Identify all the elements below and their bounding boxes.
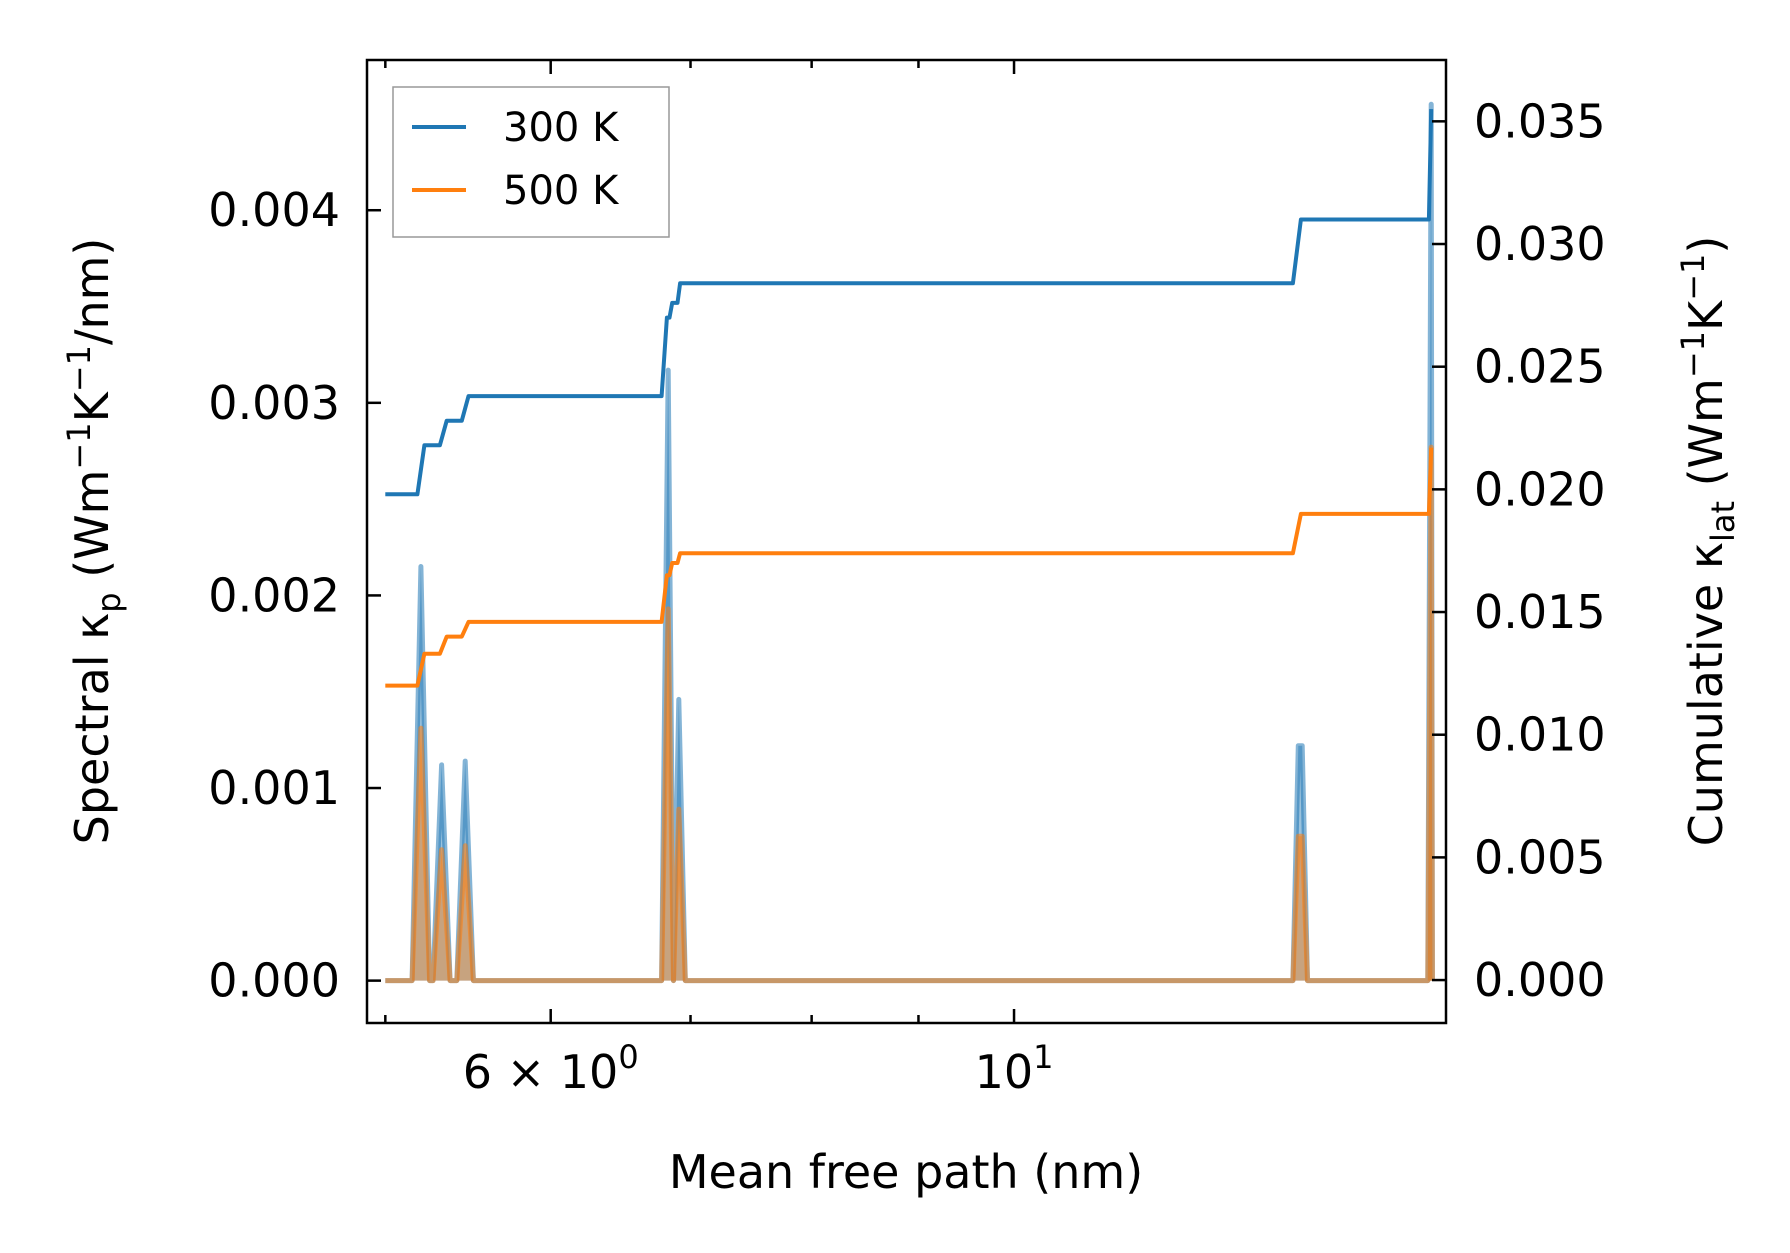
y-right-tick-label: 0.025 — [1474, 340, 1606, 394]
y-left-tick-label: 0.001 — [208, 761, 340, 815]
y-right-label-main: Cumulative κ — [1679, 542, 1733, 846]
y-right-tick-label: 0.020 — [1474, 462, 1606, 516]
y-right-tick-label: 0.015 — [1474, 585, 1606, 639]
y-left-tick-label: 0.003 — [208, 376, 340, 430]
y-left-label-sup-2: −1 — [60, 345, 98, 392]
x-axis-label: Mean free path (nm) — [669, 1145, 1143, 1199]
y-left-label-sup-1: −1 — [60, 422, 98, 469]
y-left-label-unit-c: /nm) — [65, 238, 119, 345]
x-tick-label: 101 — [975, 1038, 1054, 1099]
y-right-tick-label: 0.005 — [1474, 830, 1606, 884]
y-left-label-main: Spectral κ — [65, 613, 119, 845]
y-axis-right-label: Cumulative κlat (Wm−1K−1) — [1674, 236, 1742, 847]
x-tick-label: 6 × 100 — [463, 1038, 639, 1099]
y-left-label-sub: p — [90, 592, 128, 612]
y-axis-left: 0.000 0.001 0.002 0.003 0.004 — [208, 183, 381, 1008]
y-left-label-unit-b: K — [65, 390, 119, 422]
y-axis-right: 0.000 0.005 0.010 0.015 0.020 0.025 0.030 0.035 — [1432, 94, 1606, 1007]
legend-box — [392, 86, 670, 238]
legend-label-500K: 500 K — [503, 168, 620, 214]
y-right-label-unit-c: ) — [1679, 236, 1733, 254]
y-right-tick-label: 0.010 — [1474, 708, 1606, 762]
plot-frame — [365, 58, 1448, 1025]
y-right-tick-label: 0.030 — [1474, 217, 1606, 271]
cumulative-series-layer — [385, 109, 1434, 688]
legend: 300 K 500 K — [392, 86, 670, 238]
y-right-tick-label: 0.035 — [1474, 94, 1606, 148]
spectral-line-3 — [385, 444, 1435, 984]
cumulative-line-300K — [385, 109, 1434, 497]
x-axis: 6 × 100 101 — [384, 60, 1054, 1099]
y-left-tick-label: 0.002 — [208, 568, 340, 622]
y-right-label-sup-2: −1 — [1674, 254, 1712, 301]
y-axis-left-label: Spectral κp (Wm−1K−1/nm) — [60, 238, 128, 845]
y-right-label-sup-1: −1 — [1674, 331, 1712, 378]
y-right-label-unit-b: K — [1679, 299, 1733, 331]
cumulative-line-500K — [385, 447, 1434, 688]
y-right-label-sub: lat — [1704, 501, 1742, 542]
spectral-series-layer — [385, 101, 1435, 984]
y-left-tick-label: 0.004 — [208, 183, 340, 237]
y-right-label-unit-a: (Wm — [1679, 378, 1733, 501]
legend-label-300K: 300 K — [503, 105, 620, 151]
y-right-tick-label: 0.000 — [1474, 953, 1606, 1007]
y-left-tick-label: 0.000 — [208, 954, 340, 1008]
y-left-label-unit-a: (Wm — [65, 470, 119, 593]
